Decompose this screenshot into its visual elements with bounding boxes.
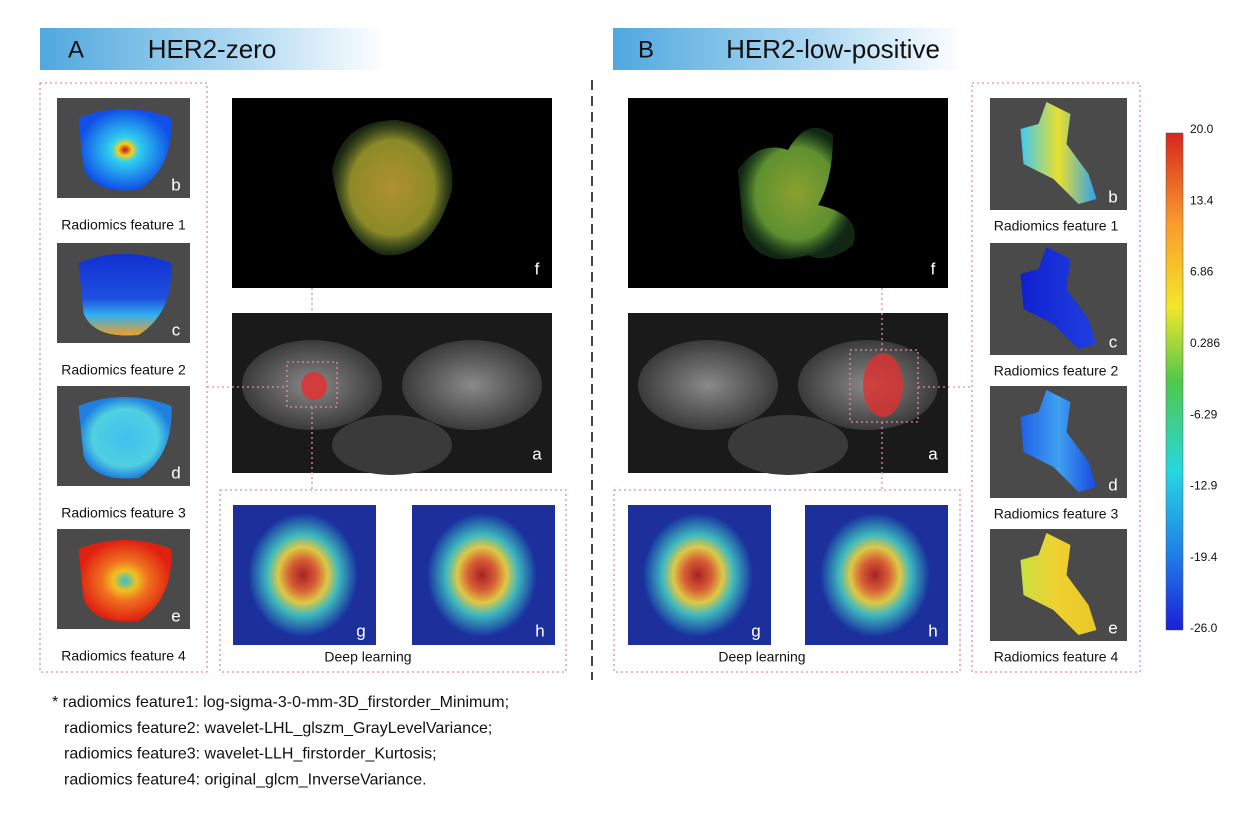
image-letter: f bbox=[931, 259, 936, 278]
deep-learning-label: Deep learning bbox=[718, 649, 805, 665]
feature-map bbox=[78, 397, 172, 479]
radiomics-label: Radiomics feature 4 bbox=[994, 649, 1119, 665]
heat bbox=[427, 513, 537, 637]
breast bbox=[402, 340, 542, 430]
colorbar bbox=[1165, 132, 1184, 631]
radiomics-label: Radiomics feature 1 bbox=[61, 217, 186, 233]
lesion bbox=[301, 372, 327, 400]
colorbar-tick-label: -6.29 bbox=[1190, 407, 1218, 421]
deep-learning-label: Deep learning bbox=[324, 649, 411, 665]
image-letter: d bbox=[1108, 475, 1117, 494]
lesion bbox=[863, 353, 903, 417]
image-letter: e bbox=[1108, 618, 1117, 637]
feature-map bbox=[78, 109, 172, 191]
radiomics-label: Radiomics feature 4 bbox=[61, 648, 186, 664]
colorbar-tick-label: -26.0 bbox=[1190, 621, 1218, 635]
feature-map bbox=[1020, 102, 1097, 204]
image-letter: a bbox=[928, 444, 938, 463]
image-letter: e bbox=[171, 606, 180, 625]
image-letter: c bbox=[1109, 332, 1118, 351]
feature-map bbox=[78, 254, 172, 336]
footnote-line: radiomics feature4: original_glcm_Invers… bbox=[64, 771, 427, 788]
colorbar-tick-label: -12.9 bbox=[1190, 479, 1218, 493]
chest bbox=[332, 415, 452, 475]
image-letter: f bbox=[535, 259, 540, 278]
radiomics-label: Radiomics feature 3 bbox=[994, 506, 1119, 522]
volume bbox=[738, 127, 855, 260]
panel-header bbox=[613, 28, 963, 70]
footnote-line: radiomics feature2: wavelet-LHL_glszm_Gr… bbox=[64, 720, 492, 737]
footnote-line: radiomics feature3: wavelet-LLH_firstord… bbox=[64, 746, 437, 763]
heat bbox=[248, 513, 358, 637]
image-letter: h bbox=[928, 621, 937, 640]
feature-map bbox=[1020, 390, 1097, 492]
deep-learning-box bbox=[613, 489, 961, 673]
colorbar-tick-label: 13.4 bbox=[1190, 193, 1214, 207]
radiomics-label: Radiomics feature 3 bbox=[61, 505, 186, 521]
panel-title: HER2-low-positive bbox=[726, 34, 940, 64]
deep-learning-box bbox=[219, 489, 567, 673]
heat bbox=[820, 513, 930, 637]
radiomics-label: Radiomics feature 1 bbox=[994, 218, 1119, 234]
image-letter: b bbox=[1108, 187, 1117, 206]
feature-map bbox=[1020, 247, 1097, 349]
feature-map bbox=[78, 540, 172, 622]
radiomics-box bbox=[971, 82, 1141, 673]
panel-letter: A bbox=[68, 36, 84, 63]
connector bbox=[881, 288, 972, 490]
radiomics-label: Radiomics feature 2 bbox=[994, 363, 1119, 379]
feature-map bbox=[1020, 533, 1097, 635]
connector bbox=[207, 288, 313, 490]
image-letter: d bbox=[171, 463, 180, 482]
image-letter: b bbox=[171, 175, 180, 194]
heat bbox=[643, 513, 753, 637]
footnote-line: * radiomics feature1: log-sigma-3-0-mm-3… bbox=[52, 694, 509, 711]
image-letter: c bbox=[172, 320, 181, 339]
image-letter: g bbox=[751, 621, 760, 640]
image-letter: h bbox=[535, 621, 544, 640]
colorbar-tick-label: -19.4 bbox=[1190, 550, 1218, 564]
colorbar-tick-label: 20.0 bbox=[1190, 122, 1214, 136]
colorbar-tick-label: 6.86 bbox=[1190, 265, 1214, 279]
volume bbox=[332, 120, 453, 256]
radiomics-box bbox=[39, 82, 208, 673]
radiomics-label: Radiomics feature 2 bbox=[61, 362, 186, 378]
image-letter: g bbox=[356, 621, 365, 640]
panel-letter: B bbox=[638, 36, 654, 63]
panel-title: HER2-zero bbox=[148, 34, 277, 64]
chest bbox=[728, 415, 848, 475]
image-letter: a bbox=[532, 444, 542, 463]
colorbar-tick-label: 0.286 bbox=[1190, 336, 1220, 350]
panel-header bbox=[40, 28, 385, 70]
breast bbox=[638, 340, 778, 430]
